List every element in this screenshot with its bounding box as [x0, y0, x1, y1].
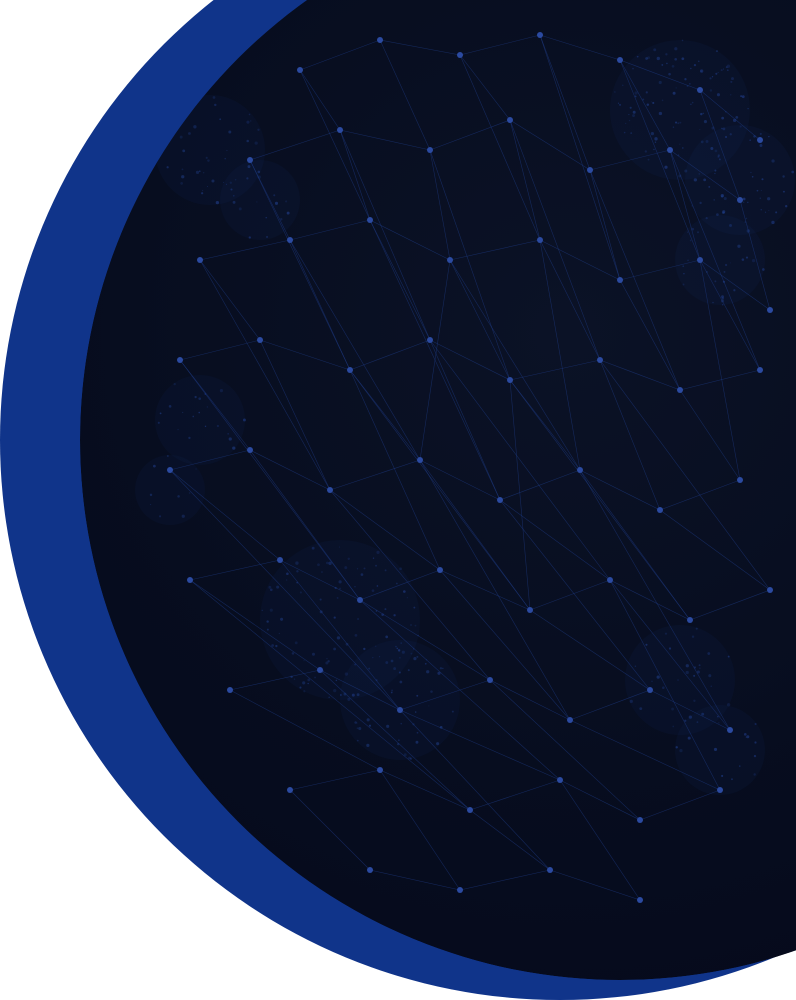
- decorative-globe-graphic: [0, 0, 796, 928]
- globe-disc: [80, 0, 796, 980]
- network-mesh: [80, 0, 796, 980]
